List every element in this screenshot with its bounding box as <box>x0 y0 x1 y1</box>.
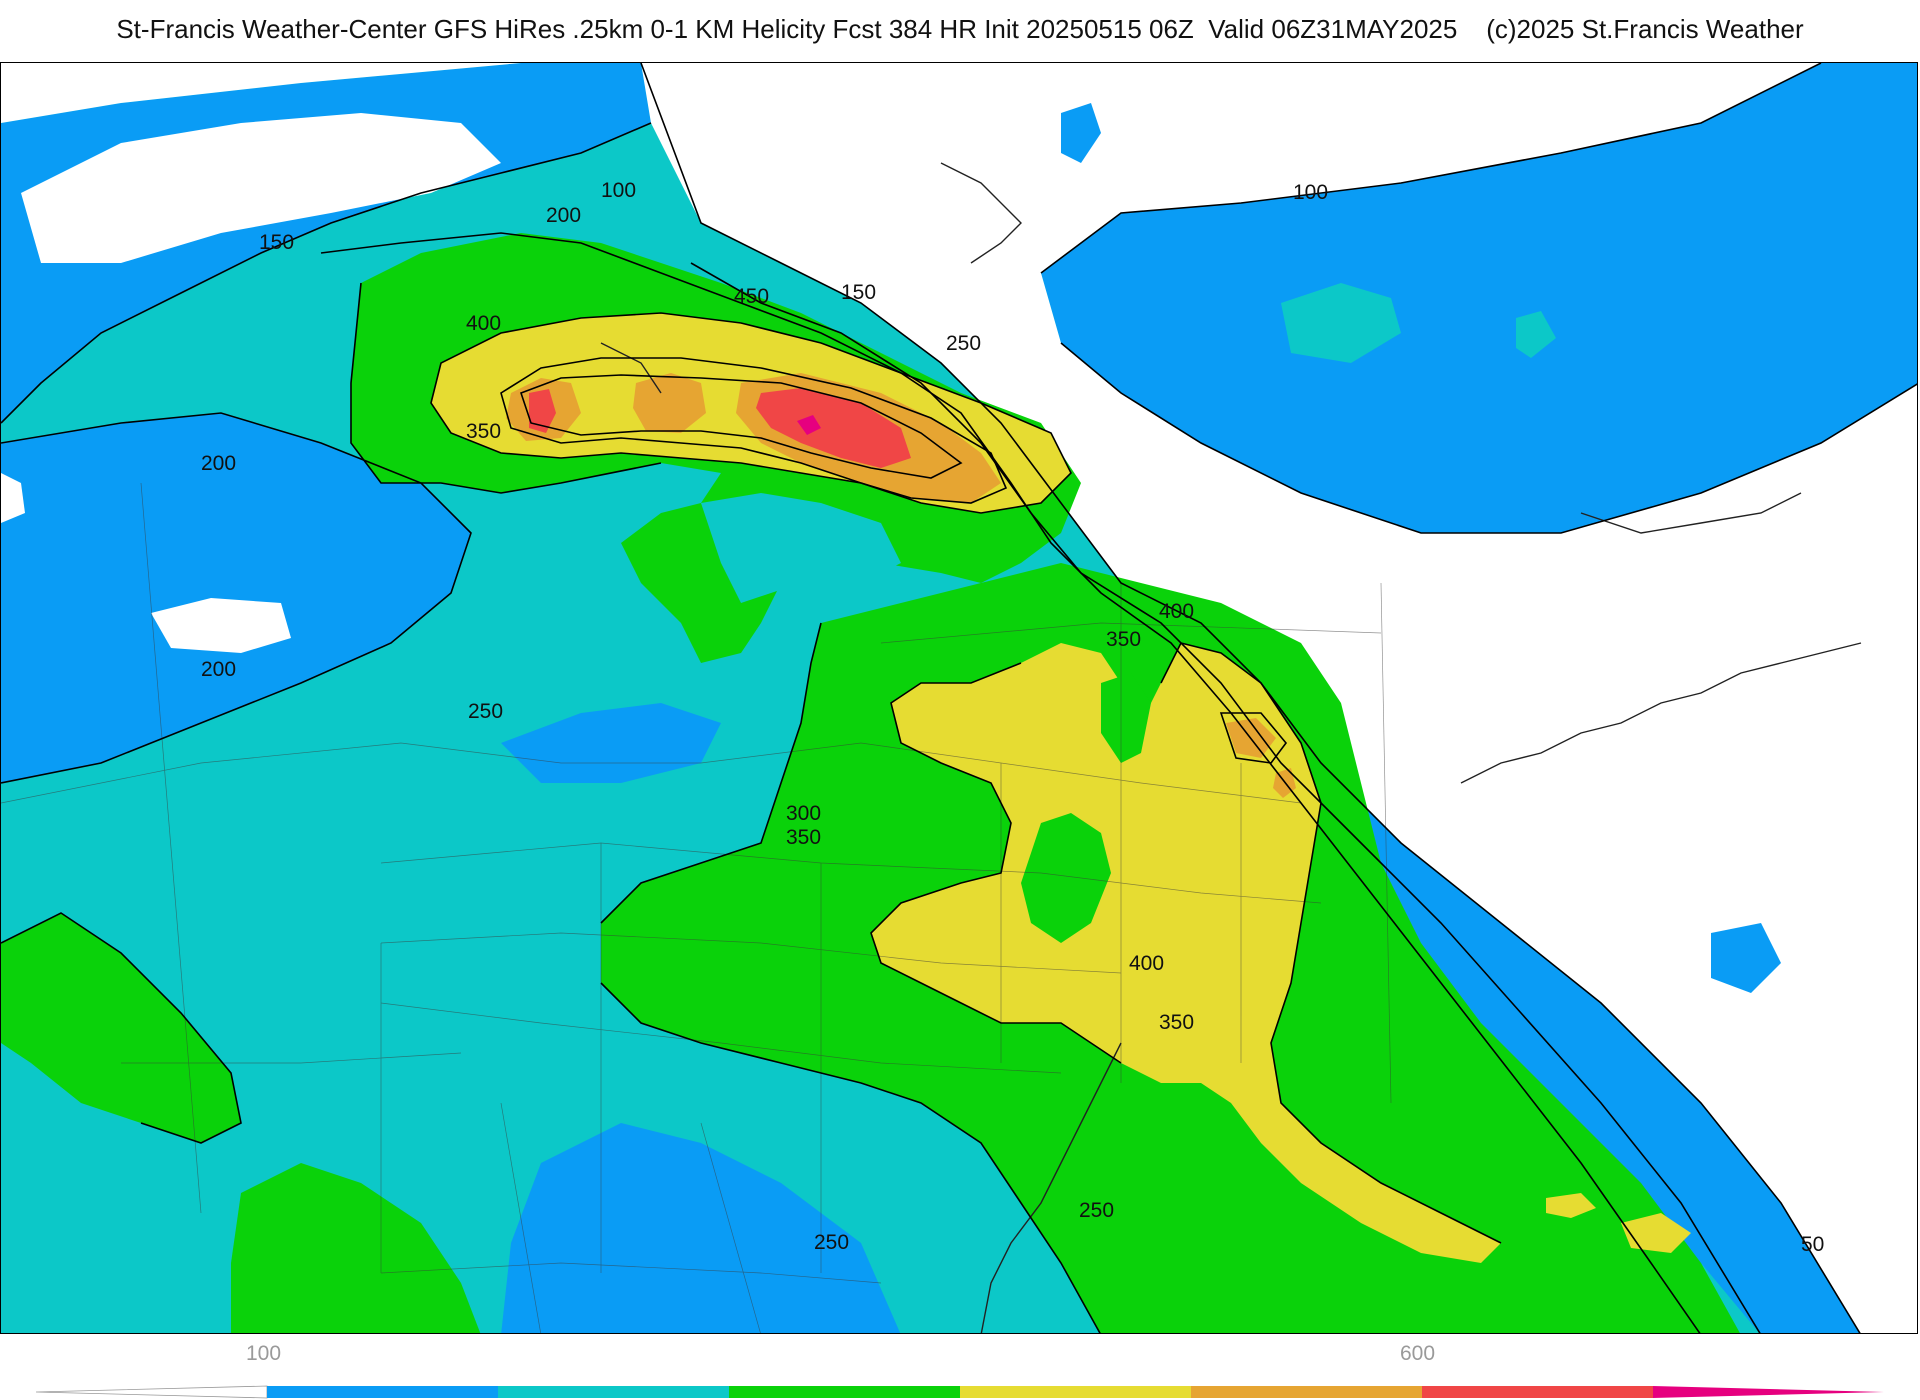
contour-labels: 100 200 150 450 150 250 400 350 200 200 … <box>201 179 1824 1256</box>
white-blob-north <box>21 113 501 263</box>
contour-label: 200 <box>201 658 236 681</box>
contour-label: 100 <box>1293 181 1328 204</box>
cyan-island-east2 <box>1516 311 1556 358</box>
colorbar-segment <box>1653 1386 1884 1398</box>
yellow-central-swath <box>871 643 1501 1263</box>
contour-label: 250 <box>946 332 981 355</box>
green-hole-yellow-2 <box>1101 673 1151 763</box>
contour-label: 350 <box>1159 1011 1194 1034</box>
colorbar-segment <box>1191 1386 1423 1398</box>
colorbar-bar <box>35 1385 1884 1399</box>
green-southwest <box>1 913 241 1143</box>
contour-label: 50 <box>1801 1233 1824 1256</box>
magenta-peak <box>797 415 821 435</box>
contour-label: 200 <box>201 452 236 475</box>
colorbar-segment <box>35 1385 268 1399</box>
contour-label: 350 <box>466 420 501 443</box>
contour-label: 450 <box>734 285 769 308</box>
yellow-southeast-blob2 <box>1546 1193 1596 1218</box>
blue-island-ne1 <box>1061 103 1101 163</box>
contour-label: 200 <box>546 204 581 227</box>
orange-north-2 <box>633 373 706 433</box>
white-blob-west <box>151 598 291 653</box>
contour-label: 150 <box>259 231 294 254</box>
colorbar-segment <box>267 1386 499 1398</box>
white-blob-far-west <box>1 473 25 523</box>
colorbar-segment <box>498 1386 730 1398</box>
contour-label: 250 <box>814 1231 849 1254</box>
colorbar-segment <box>960 1386 1192 1398</box>
contour-label: 100 <box>601 179 636 202</box>
red-north-1 <box>529 389 556 433</box>
coastlines <box>600 162 1862 1333</box>
contour-label: 150 <box>841 281 876 304</box>
contour-label: 400 <box>1159 600 1194 623</box>
green-hole-yellow-1 <box>1021 813 1111 943</box>
colorbar-tick-label: 100 <box>246 1342 282 1365</box>
green-south <box>231 1163 481 1333</box>
red-north-2 <box>756 388 911 468</box>
cyan-hole-central <box>701 493 901 603</box>
helicity-map: 100 200 150 450 150 250 400 350 200 200 … <box>1 63 1917 1333</box>
cyan-island-east <box>1281 283 1401 363</box>
contour-label: 300 <box>786 802 821 825</box>
contour-label: 350 <box>1106 628 1141 651</box>
chart-title: St-Francis Weather-Center GFS HiRes .25k… <box>116 14 1804 44</box>
colorbar-tick-label: 600 <box>1400 1342 1436 1365</box>
contour-label: 400 <box>1129 952 1164 975</box>
contour-lines <box>1 63 1917 1333</box>
blue-island-ne2 <box>1711 923 1781 993</box>
colorbar-segment <box>729 1386 961 1398</box>
contour-label: 250 <box>1079 1199 1114 1222</box>
contour-label: 350 <box>786 826 821 849</box>
contour-label: 250 <box>468 700 503 723</box>
colorbar-segment <box>1422 1386 1654 1398</box>
blue-band-west <box>1 413 471 783</box>
colorbar: 100 600 <box>0 1340 1920 1400</box>
contour-label: 400 <box>466 312 501 335</box>
white-region-northwest <box>1 63 521 123</box>
county-boundaries <box>1 482 1392 1333</box>
blue-band-east <box>1041 63 1917 533</box>
yellow-southeast-blob <box>1621 1213 1691 1253</box>
map-panel: 100 200 150 450 150 250 400 350 200 200 … <box>0 62 1918 1334</box>
